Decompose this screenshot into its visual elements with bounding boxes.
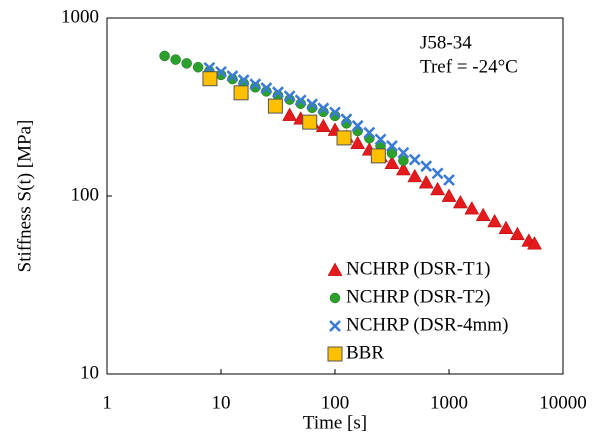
point — [386, 140, 398, 152]
point — [159, 50, 170, 62]
legend-marker — [327, 346, 343, 362]
annotation: J58-34 — [420, 32, 472, 53]
point — [430, 181, 446, 196]
legend-label: BBR — [346, 342, 384, 363]
x-tick-label: 100 — [321, 392, 350, 413]
point — [237, 74, 250, 86]
x-tick-label: 10000 — [539, 392, 587, 413]
x-axis-label: Time [s] — [303, 412, 367, 433]
point — [397, 146, 410, 159]
point — [302, 114, 318, 130]
point — [527, 236, 542, 250]
point — [215, 65, 227, 78]
point — [315, 118, 331, 132]
x-tick-label: 10 — [212, 392, 231, 413]
point — [363, 126, 376, 139]
point — [509, 226, 525, 241]
point — [250, 82, 261, 93]
point — [192, 61, 204, 73]
x-tick-label: 1 — [102, 392, 112, 413]
point — [374, 133, 387, 146]
point — [272, 86, 284, 99]
point — [336, 130, 352, 146]
point — [249, 78, 262, 91]
point — [170, 54, 181, 65]
point — [233, 85, 249, 101]
point — [431, 167, 444, 180]
point — [475, 207, 491, 222]
legend-label: NCHRP (DSR-T1) — [346, 258, 490, 279]
point — [395, 161, 411, 176]
y-tick-label: 100 — [71, 184, 100, 205]
point — [181, 58, 192, 69]
legend-label: NCHRP (DSR-4mm) — [346, 314, 508, 335]
point — [329, 106, 341, 119]
point — [283, 90, 296, 103]
point — [227, 73, 238, 85]
point — [267, 98, 283, 114]
point — [418, 175, 434, 189]
point — [443, 174, 455, 186]
point — [420, 160, 433, 173]
legend-marker — [329, 292, 341, 304]
point — [398, 155, 409, 166]
point — [408, 153, 421, 166]
point — [487, 213, 503, 228]
legend-marker — [327, 262, 343, 276]
point — [407, 168, 423, 183]
point — [498, 220, 514, 234]
point — [317, 102, 330, 115]
legend-marker — [329, 320, 341, 332]
point — [441, 188, 457, 202]
point — [452, 194, 468, 209]
point — [202, 71, 218, 87]
point — [464, 201, 480, 215]
point — [294, 94, 307, 107]
x-tick-label: 1000 — [430, 392, 468, 413]
annotation: Tref = -24°C — [420, 56, 518, 77]
y-axis-label: Stiffness S(t) [MPa] — [14, 120, 35, 273]
legend-label: NCHRP (DSR-T2) — [346, 286, 490, 307]
point — [340, 113, 353, 126]
point — [370, 148, 386, 164]
y-tick-label: 1000 — [61, 6, 99, 27]
point — [384, 155, 400, 169]
point — [386, 147, 398, 159]
point — [350, 135, 366, 150]
point — [351, 119, 364, 132]
point — [282, 107, 298, 121]
point — [260, 82, 273, 94]
point — [306, 98, 319, 111]
point — [203, 61, 216, 74]
y-tick-label: 10 — [80, 362, 99, 383]
point — [226, 70, 239, 82]
